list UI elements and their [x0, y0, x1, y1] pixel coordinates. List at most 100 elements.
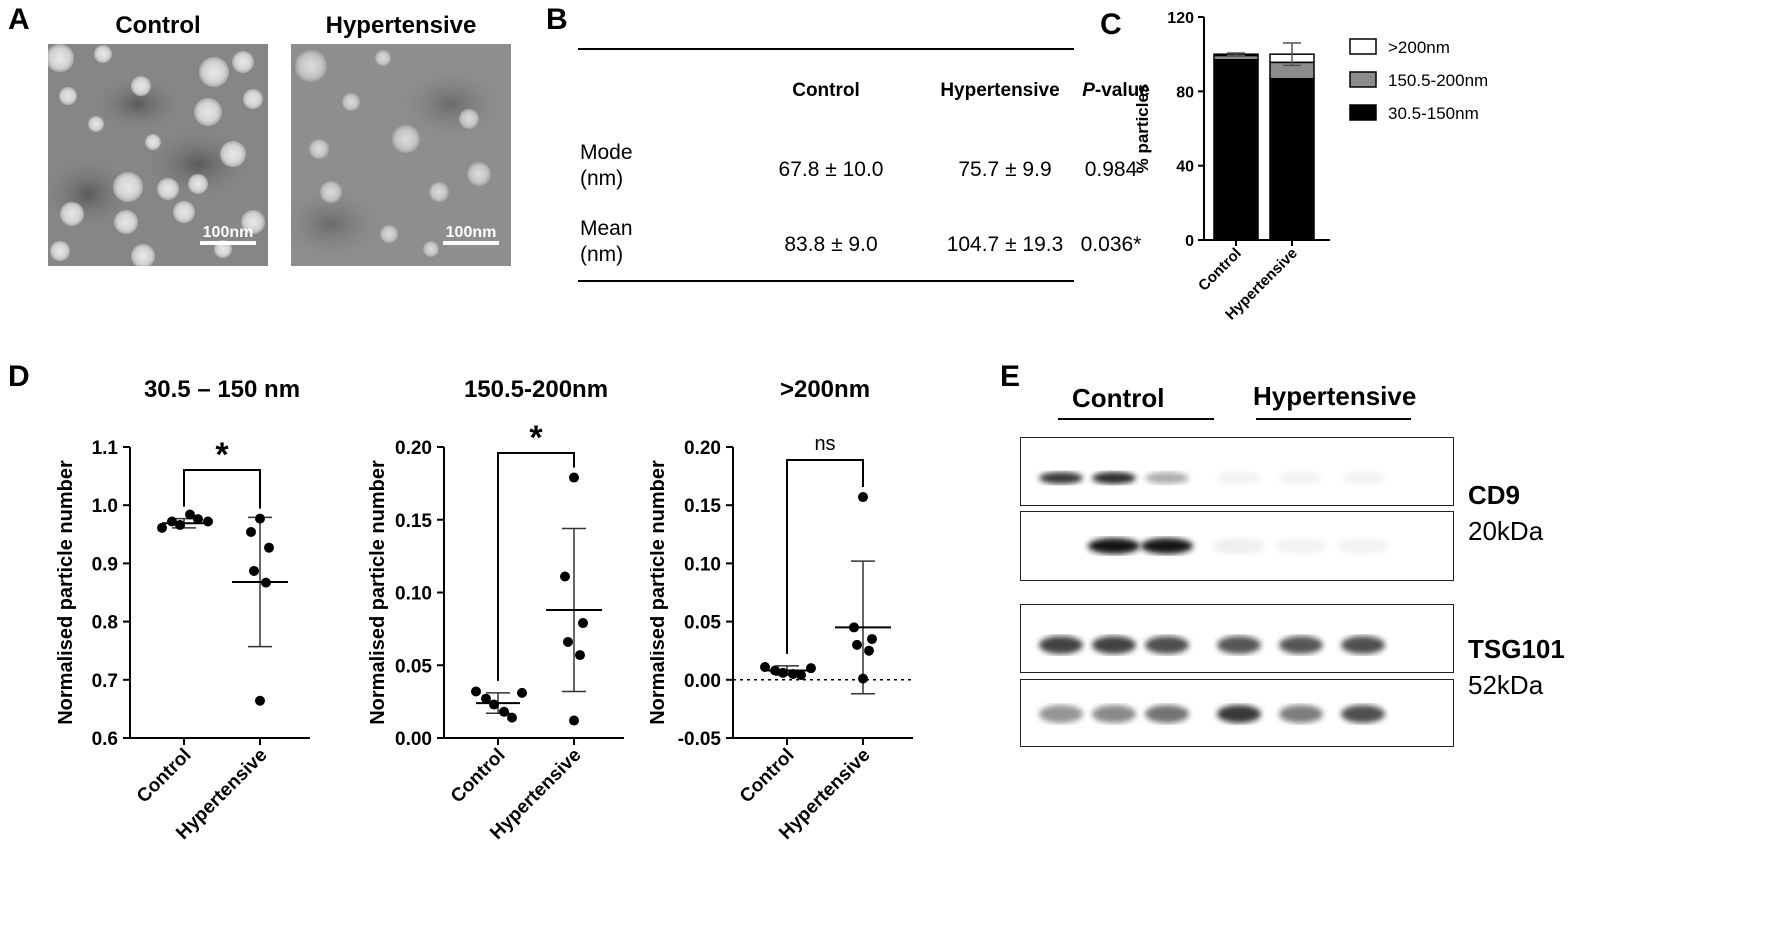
blot-band [1141, 538, 1193, 554]
micrograph-control: 100nm [48, 44, 268, 266]
table-cell: 0.984 [1084, 158, 1138, 181]
blot-label-cd9-kda: 20kDa [1468, 516, 1544, 546]
table-top-rule [578, 48, 1074, 50]
blot-band [1092, 636, 1136, 654]
blot-band [1039, 472, 1083, 484]
x-tick-label: Control [133, 745, 196, 808]
blot-label-tsg101: TSG101 [1468, 634, 1565, 664]
blot-image [1039, 705, 1385, 723]
bar-segment [1213, 58, 1259, 241]
blot-band [1092, 705, 1136, 723]
y-tick-label: 1.1 [92, 438, 119, 459]
y-axis-label: Normalised particle number [55, 460, 77, 725]
significance-label: * [215, 436, 229, 474]
blot-band [1341, 636, 1385, 654]
micrograph-hypertensive: 100nm [291, 44, 511, 266]
panel-label-c: C [1100, 8, 1122, 41]
data-point [471, 686, 481, 697]
data-point [849, 622, 859, 633]
data-point [806, 663, 816, 674]
scale-bar-label-hypertensive: 100nm [446, 224, 497, 241]
micrograph-title-control: Control [115, 12, 201, 39]
data-point [261, 577, 271, 588]
row-label-line1: Mean [580, 217, 633, 240]
significance-bracket [497, 452, 575, 681]
blot-band [1088, 538, 1140, 554]
legend-label: 150.5-200nm [1388, 71, 1488, 90]
data-point [193, 514, 203, 525]
data-point [246, 526, 256, 537]
y-tick-label: 0.10 [395, 584, 432, 605]
table-header-control: Control [792, 80, 860, 101]
bar-segment [1269, 77, 1315, 241]
table-row-label: Mode (nm) [580, 140, 670, 192]
data-point [175, 519, 185, 530]
row-label-line1: Mode [580, 141, 633, 164]
data-point [796, 670, 806, 681]
table-row-label: Mean (nm) [580, 216, 670, 268]
table-cell: 0.036* [1080, 233, 1142, 256]
blot-band [1341, 705, 1385, 723]
significance-bracket [183, 469, 261, 509]
y-tick-label: 120 [1167, 10, 1194, 27]
y-tick-label: 0.05 [395, 656, 432, 677]
blot-group-hypertensive: Hypertensive [1253, 381, 1417, 411]
table-header-p-rest: -value [1094, 80, 1150, 101]
data-point [867, 634, 877, 645]
plot-title: >200nm [780, 376, 870, 403]
data-point [858, 492, 868, 503]
data-point [489, 699, 499, 710]
blot-band [1145, 472, 1189, 484]
blot-band [1039, 636, 1083, 654]
y-axis-label: % particles [1133, 84, 1152, 174]
data-point [203, 516, 213, 527]
significance-label: * [529, 419, 543, 457]
blot-group-hypertensive-line [1256, 418, 1411, 420]
blot-group-control: Control [1072, 383, 1165, 413]
blot-image [1088, 538, 1389, 554]
data-point [778, 667, 788, 678]
data-point [770, 665, 780, 676]
x-tick-label: Control [447, 745, 510, 808]
y-axis-label: Normalised particle number [367, 460, 389, 725]
data-point [264, 542, 274, 553]
data-point [560, 571, 570, 582]
micrograph-title-hypertensive: Hypertensive [325, 12, 477, 39]
table-cell: 83.8 ± 9.0 [784, 233, 878, 256]
blot-label-tsg101-kda: 52kDa [1468, 670, 1544, 700]
y-tick-label: 0.15 [684, 496, 721, 517]
blot-band [1341, 472, 1385, 484]
row-label-line2: (nm) [580, 243, 624, 266]
panel-label-d: D [8, 360, 30, 393]
blot-band [1145, 705, 1189, 723]
scatter-plot-30-150: 30.5 – 150 nm 0.6 0.7 0.8 0.9 1.0 1.1 Normalise… [55, 376, 310, 844]
y-tick-label: 0.7 [92, 671, 118, 692]
scale-bar-label-control: 100nm [203, 224, 254, 241]
y-tick-label: 1.0 [92, 496, 118, 517]
panel-label-b: B [546, 3, 568, 36]
legend-label: >200nm [1388, 38, 1450, 57]
blot-band [1275, 538, 1327, 554]
data-point [569, 472, 579, 483]
data-point [507, 712, 517, 723]
data-point [157, 522, 167, 533]
row-label-line2: (nm) [580, 167, 624, 190]
data-point [167, 516, 177, 527]
legend-swatch [1349, 104, 1377, 121]
y-tick-label: 0.8 [92, 613, 118, 634]
micrograph-control-image: 100nm [48, 44, 268, 266]
data-point [852, 639, 862, 650]
data-point [517, 687, 527, 698]
blot-band [1217, 472, 1261, 484]
data-point [563, 636, 573, 647]
legend-swatch [1349, 71, 1377, 88]
blot-label-cd9: CD9 [1468, 480, 1521, 510]
y-tick-label: -0.05 [678, 729, 722, 750]
y-tick-label: 0.05 [684, 613, 721, 634]
scatter-plot-gt200: >200nm -0.05 0.00 0.05 0.10 0.15 0.20 Normalise… [650, 376, 913, 844]
y-tick-label: 0.9 [92, 554, 118, 575]
data-point [575, 650, 585, 661]
y-tick-label: 0.00 [395, 729, 432, 750]
data-point [578, 618, 588, 629]
